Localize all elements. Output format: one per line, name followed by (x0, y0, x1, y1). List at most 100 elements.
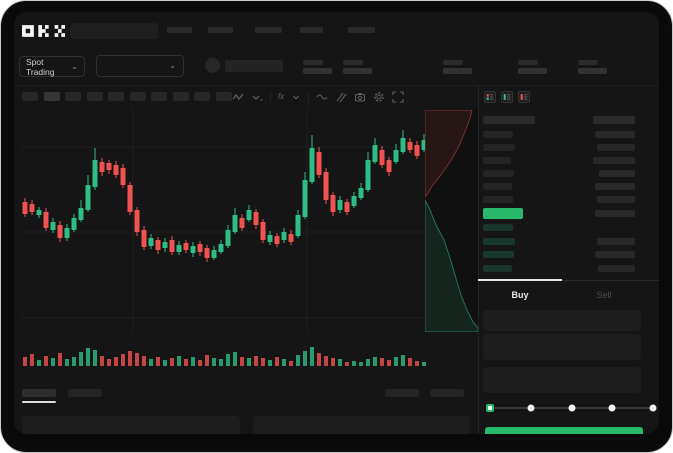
bottom-tab-placeholder[interactable] (68, 389, 102, 397)
amount-percent-slider[interactable] (482, 401, 659, 415)
slider-stop[interactable] (568, 404, 575, 412)
bottom-panel-placeholder (253, 416, 470, 434)
book-combined-icon[interactable] (484, 91, 496, 103)
nav-item-placeholder[interactable] (208, 27, 233, 33)
bid-price-placeholder (483, 224, 513, 232)
compare-icon[interactable] (335, 91, 347, 103)
col-header-placeholder (593, 116, 635, 124)
line-style-icon[interactable] (232, 91, 244, 103)
timeframe-button-placeholder[interactable] (194, 92, 210, 101)
slider-handle[interactable] (486, 404, 494, 412)
bottom-control-placeholder[interactable] (385, 389, 419, 397)
timeframe-button-placeholder[interactable] (151, 92, 167, 101)
market-type-dropdown[interactable]: Spot Trading ⌄ (19, 56, 85, 77)
book-bids-icon[interactable] (501, 91, 513, 103)
timeframe-button-placeholder[interactable] (215, 92, 232, 101)
ask-row[interactable] (483, 167, 635, 180)
stat-value-placeholder (518, 68, 547, 74)
ask-row[interactable] (483, 180, 635, 193)
timeframe-button-placeholder[interactable] (22, 92, 38, 101)
ask-row[interactable] (483, 154, 635, 167)
last-price-row[interactable] (483, 206, 635, 221)
nav-item-placeholder[interactable] (167, 27, 192, 33)
last-price-badge (483, 208, 523, 219)
tab-buy[interactable]: Buy (478, 287, 562, 303)
ask-amount-placeholder (599, 170, 635, 177)
stat-label-placeholder (578, 60, 598, 65)
toolbar-divider (270, 91, 271, 102)
chart-tools: fx (224, 90, 404, 103)
timeframe-button-placeholder[interactable] (108, 92, 124, 101)
ask-price-placeholder (483, 196, 513, 203)
okx-logo[interactable] (22, 25, 65, 37)
col-header-placeholder (483, 116, 535, 124)
ask-price-placeholder (483, 157, 511, 164)
buy-tab-label: Buy (511, 290, 529, 300)
book-asks-icon[interactable] (518, 91, 530, 103)
bid-row[interactable] (483, 235, 635, 249)
timeframe-button-placeholder[interactable] (172, 92, 189, 101)
bottom-control-placeholder[interactable] (430, 389, 464, 397)
ask-amount-placeholder (597, 196, 635, 203)
bid-amount-placeholder (597, 237, 635, 245)
pair-name-placeholder (225, 60, 283, 72)
timeframe-button-placeholder[interactable] (86, 92, 103, 101)
stat-value-placeholder (343, 68, 372, 74)
slider-stop[interactable] (608, 404, 616, 412)
bid-row[interactable] (483, 221, 635, 235)
stat-label-placeholder (303, 60, 323, 65)
coin-avatar (205, 58, 220, 73)
wave-icon[interactable] (316, 91, 328, 103)
timeframe-button-placeholder[interactable] (43, 92, 60, 101)
price-input-placeholder[interactable] (483, 310, 641, 331)
settings-gear-icon[interactable] (373, 91, 385, 103)
chart-type-icon[interactable] (251, 91, 263, 103)
buy-tab-indicator (478, 279, 562, 281)
tab-sell[interactable]: Sell (562, 287, 646, 303)
stat-value-placeholder (443, 68, 472, 74)
order-book (483, 112, 635, 275)
bid-row[interactable] (483, 248, 635, 262)
ask-amount-placeholder (595, 131, 635, 138)
candlestick-chart[interactable] (20, 108, 478, 370)
bottom-panel-placeholder (22, 416, 240, 434)
timeframe-button-placeholder[interactable] (65, 92, 81, 101)
sell-tab-label: Sell (596, 290, 612, 300)
toolbar-divider (224, 91, 225, 102)
ask-price-placeholder (483, 170, 514, 177)
bid-price-placeholder (483, 251, 514, 259)
indicators-fx-icon[interactable]: fx (278, 92, 285, 101)
bottom-tab-active-placeholder[interactable] (22, 389, 56, 397)
fullscreen-icon[interactable] (392, 90, 404, 103)
ask-row[interactable] (483, 128, 635, 141)
pair-selector-dropdown[interactable]: ⌄ (96, 55, 184, 77)
ask-amount-placeholder (595, 183, 635, 190)
chevron-down-icon: ⌄ (71, 61, 78, 71)
market-type-label: Spot Trading (26, 56, 55, 77)
panel-divider (478, 85, 479, 434)
nav-item-placeholder[interactable] (348, 27, 375, 33)
camera-icon[interactable] (354, 91, 366, 103)
depth-chart[interactable] (425, 110, 478, 332)
amount-input-placeholder[interactable] (483, 334, 641, 360)
stat-label-placeholder (343, 60, 363, 65)
stat-label-placeholder (518, 60, 538, 65)
chevron-down-icon: ⌄ (169, 61, 176, 70)
bid-price-placeholder (483, 264, 512, 272)
dropdown-caret-icon[interactable] (291, 92, 301, 102)
slider-stop[interactable] (649, 404, 657, 412)
header-search-placeholder[interactable] (70, 23, 158, 39)
buy-submit-button[interactable] (485, 427, 643, 434)
total-input-placeholder[interactable] (483, 367, 641, 393)
timeframe-button-placeholder[interactable] (129, 92, 146, 101)
orderbook-header (483, 112, 635, 128)
ask-row[interactable] (483, 141, 635, 154)
bid-row[interactable] (483, 262, 635, 276)
slider-stop[interactable] (527, 404, 535, 412)
ask-row[interactable] (483, 193, 635, 206)
nav-item-placeholder[interactable] (300, 27, 323, 33)
ask-amount-placeholder (597, 144, 635, 151)
nav-item-placeholder[interactable] (255, 27, 282, 33)
tab-divider (478, 280, 659, 281)
